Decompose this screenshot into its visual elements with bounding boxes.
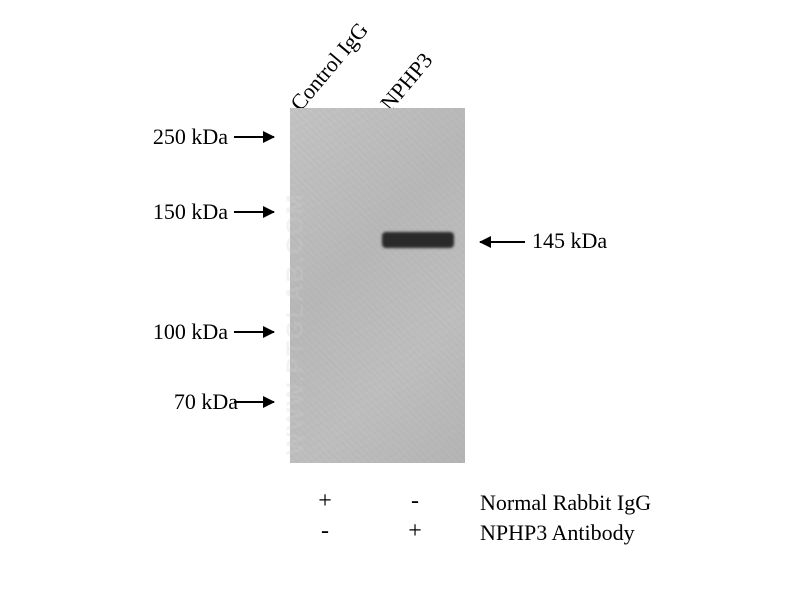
arrow-icon <box>234 401 274 403</box>
arrow-icon <box>234 211 274 213</box>
figure-container: Control IgG NPHP3 WWW.PTGLAB.COM 250 kDa… <box>0 0 800 600</box>
watermark-text: WWW.PTGLAB.COM <box>282 192 310 455</box>
mw-marker-label: 250 kDa <box>118 124 228 150</box>
target-band-label: 145 kDa <box>532 228 607 254</box>
arrow-icon <box>480 241 525 243</box>
target-band <box>382 232 454 248</box>
blot-region <box>290 108 465 463</box>
lane-label-text: NPHP3 <box>375 48 437 116</box>
blot-noise <box>290 108 465 463</box>
condition-symbol: - <box>315 518 335 545</box>
mw-marker-label: 70 kDa <box>128 389 238 415</box>
condition-symbol: + <box>315 488 335 515</box>
condition-label: Normal Rabbit IgG <box>480 490 651 516</box>
condition-label: NPHP3 Antibody <box>480 520 635 546</box>
lane-label-control: Control IgG <box>285 17 374 116</box>
mw-marker-label: 100 kDa <box>118 319 228 345</box>
lane-label-text: Control IgG <box>285 17 373 115</box>
arrow-icon <box>234 331 274 333</box>
mw-marker-label: 150 kDa <box>118 199 228 225</box>
condition-symbol: + <box>405 518 425 545</box>
arrow-icon <box>234 136 274 138</box>
condition-symbol: - <box>405 488 425 515</box>
lane-label-target: NPHP3 <box>375 48 438 116</box>
